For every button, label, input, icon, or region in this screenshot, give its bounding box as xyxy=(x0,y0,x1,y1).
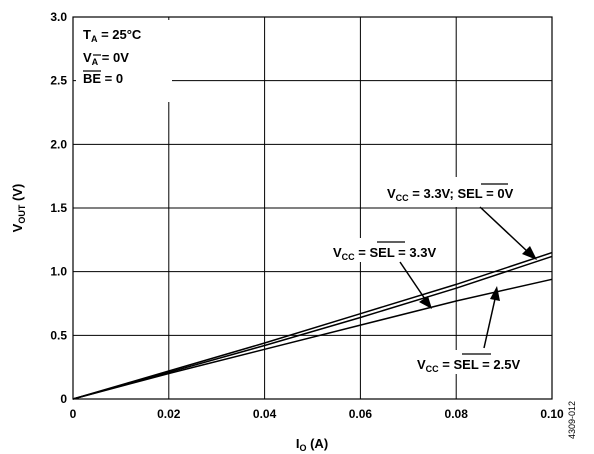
series-line-2 xyxy=(72,255,553,400)
annotation-vcc-sel-33: VCC = SEL = 3.3V xyxy=(328,238,452,309)
condition-be: BE = 0 xyxy=(83,71,123,86)
plot-frame xyxy=(72,16,553,400)
svg-text:VCC = 3.3V; SEL = 0V: VCC = 3.3V; SEL = 0V xyxy=(387,186,514,203)
x-tick-label: 0.06 xyxy=(349,407,373,421)
figure-id: 4309-012 xyxy=(567,401,577,439)
x-tick-label: 0.04 xyxy=(253,407,277,421)
y-tick-label: 2.5 xyxy=(50,74,67,88)
svg-text:VCC = SEL = 3.3V: VCC = SEL = 3.3V xyxy=(333,245,436,262)
series-line-3 xyxy=(72,278,553,400)
x-tick-label: 0.02 xyxy=(157,407,181,421)
series-group xyxy=(72,251,553,400)
series-line-1 xyxy=(72,251,553,400)
condition-ta: TA = 25°C xyxy=(83,27,142,44)
condition-va: VA = 0V xyxy=(83,50,129,67)
x-tick-labels: 0 0.02 0.04 0.06 0.08 0.10 xyxy=(70,407,564,421)
annotation-vcc-sel-25: VCC = SEL = 2.5V xyxy=(412,286,548,374)
annotation-vcc33-sel0: VCC = 3.3V; SEL = 0V xyxy=(382,177,548,260)
svg-text:VCC = SEL = 2.5V: VCC = SEL = 2.5V xyxy=(417,357,520,374)
x-tick-label: 0.08 xyxy=(445,407,469,421)
condition-box xyxy=(76,20,172,102)
y-tick-label: 3.0 xyxy=(50,10,67,24)
y-tick-label: 2.0 xyxy=(50,137,67,151)
x-tick-label: 0 xyxy=(70,407,77,421)
y-tick-label: 0.5 xyxy=(50,328,67,342)
x-axis-label: IO (A) xyxy=(296,436,328,453)
y-tick-labels: 0 0.5 1.0 1.5 2.0 2.5 3.0 xyxy=(50,10,67,406)
y-tick-label: 1.0 xyxy=(50,265,67,279)
y-axis-label: VOUT (V) xyxy=(10,184,27,233)
y-tick-label: 0 xyxy=(60,392,67,406)
y-tick-label: 1.5 xyxy=(50,201,67,215)
x-tick-label: 0.10 xyxy=(540,407,564,421)
